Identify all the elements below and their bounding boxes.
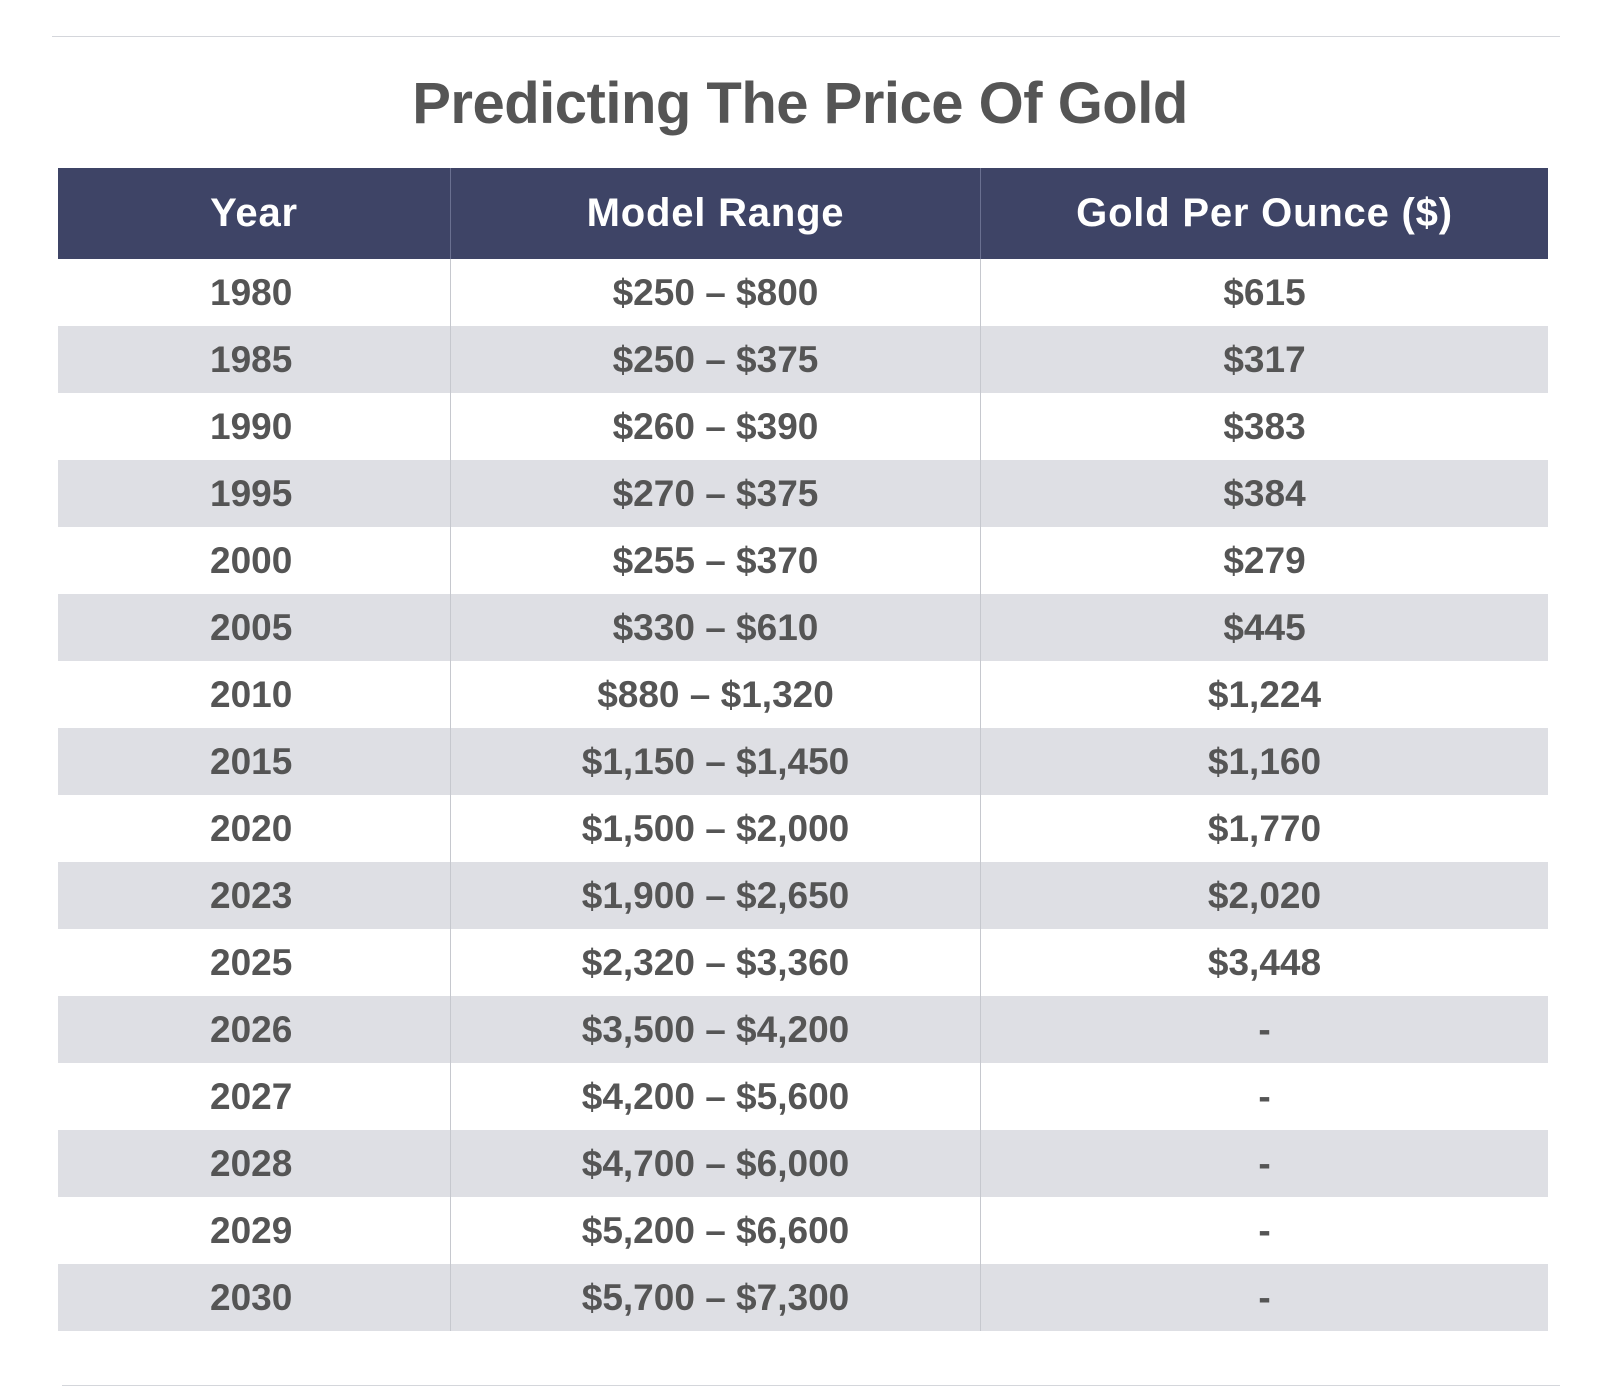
cell-model-range: $330 – $610 [450,594,980,661]
cell-gold-per-ounce: $3,448 [980,929,1548,996]
table-row: 1995 $270 – $375 $384 [58,460,1548,527]
cell-year: 2020 [210,807,293,849]
cell-gold-per-ounce: $1,770 [980,795,1548,862]
table-row: 2030 $5,700 – $7,300- [58,1264,1548,1331]
cell-year: 2030 [210,1276,293,1318]
cell-model-range: $880 – $1,320 [450,661,980,728]
cell-gold-per-ounce: $383 [980,393,1548,460]
table-title: Predicting The Price Of Gold [412,71,1188,136]
cell-year: 2029 [210,1209,293,1251]
cell-model-range: $4,200 – $5,600 [450,1063,980,1130]
cell-year: 2026 [210,1008,293,1050]
cell-year: 2025 [210,941,293,983]
cell-year: 2023 [210,874,293,916]
cell-gold-per-ounce: - [980,1197,1548,1264]
cell-model-range: $260 – $390 [450,393,980,460]
header-year: Year [210,191,298,235]
cell-model-range: $5,700 – $7,300 [450,1264,980,1331]
table-row: 1980 $250 – $800 $615 [58,259,1548,326]
cell-model-range: $5,200 – $6,600 [450,1197,980,1264]
cell-year: 2028 [210,1142,293,1184]
cell-gold-per-ounce: $384 [980,460,1548,527]
top-divider [52,36,1560,37]
cell-year: 2027 [210,1075,293,1117]
header-model-range: Model Range [450,168,980,259]
table-row: 2020 $1,500 – $2,000 $1,770 [58,795,1548,862]
table-row: 2025 $2,320 – $3,360 $3,448 [58,929,1548,996]
cell-model-range: $4,700 – $6,000 [450,1130,980,1197]
cell-model-range: $250 – $375 [450,326,980,393]
cell-model-range: $250 – $800 [450,259,980,326]
cell-model-range: $2,320 – $3,360 [450,929,980,996]
cell-model-range: $1,500 – $2,000 [450,795,980,862]
table-header: Year Model Range Gold Per Ounce ($) [58,168,1548,259]
table-row: 2029 $5,200 – $6,600- [58,1197,1548,1264]
cell-gold-per-ounce: $615 [980,259,1548,326]
cell-gold-per-ounce: $317 [980,326,1548,393]
bottom-divider [62,1385,1560,1386]
table-row: 2026 $3,500 – $4,200- [58,996,1548,1063]
table-row: 1985 $250 – $375 $317 [58,326,1548,393]
cell-model-range: $270 – $375 [450,460,980,527]
table-row: 2015 $1,150 – $1,450 $1,160 [58,728,1548,795]
cell-gold-per-ounce: $2,020 [980,862,1548,929]
cell-gold-per-ounce: $1,160 [980,728,1548,795]
gold-price-table: Year Model Range Gold Per Ounce ($) 1980… [58,168,1548,1331]
cell-year: 2015 [210,740,293,782]
cell-gold-per-ounce: - [980,1063,1548,1130]
table-row: 2005 $330 – $610 $445 [58,594,1548,661]
table-row: 2000 $255 – $370 $279 [58,527,1548,594]
cell-year: 1985 [210,338,293,380]
cell-gold-per-ounce: $445 [980,594,1548,661]
cell-gold-per-ounce: - [980,996,1548,1063]
table-row: 2010 $880 – $1,320 $1,224 [58,661,1548,728]
cell-gold-per-ounce: $279 [980,527,1548,594]
cell-model-range: $1,150 – $1,450 [450,728,980,795]
cell-year: 2000 [210,539,293,581]
cell-year: 1990 [210,405,293,447]
cell-year: 1980 [210,271,293,313]
cell-model-range: $1,900 – $2,650 [450,862,980,929]
header-gold-per-ounce: Gold Per Ounce ($) [980,168,1548,259]
table-row: 2027 $4,200 – $5,600- [58,1063,1548,1130]
cell-year: 2005 [210,606,293,648]
cell-year: 2010 [210,673,293,715]
table-row: 1990 $260 – $390 $383 [58,393,1548,460]
cell-model-range: $3,500 – $4,200 [450,996,980,1063]
cell-model-range: $255 – $370 [450,527,980,594]
cell-year: 1995 [210,472,293,514]
cell-gold-per-ounce: - [980,1130,1548,1197]
table-row: 2023 $1,900 – $2,650 $2,020 [58,862,1548,929]
table-row: 2028 $4,700 – $6,000- [58,1130,1548,1197]
cell-gold-per-ounce: $1,224 [980,661,1548,728]
table-body: 1980 $250 – $800 $615 1985 $250 – $375 $317 19… [58,259,1548,1331]
cell-gold-per-ounce: - [980,1264,1548,1331]
